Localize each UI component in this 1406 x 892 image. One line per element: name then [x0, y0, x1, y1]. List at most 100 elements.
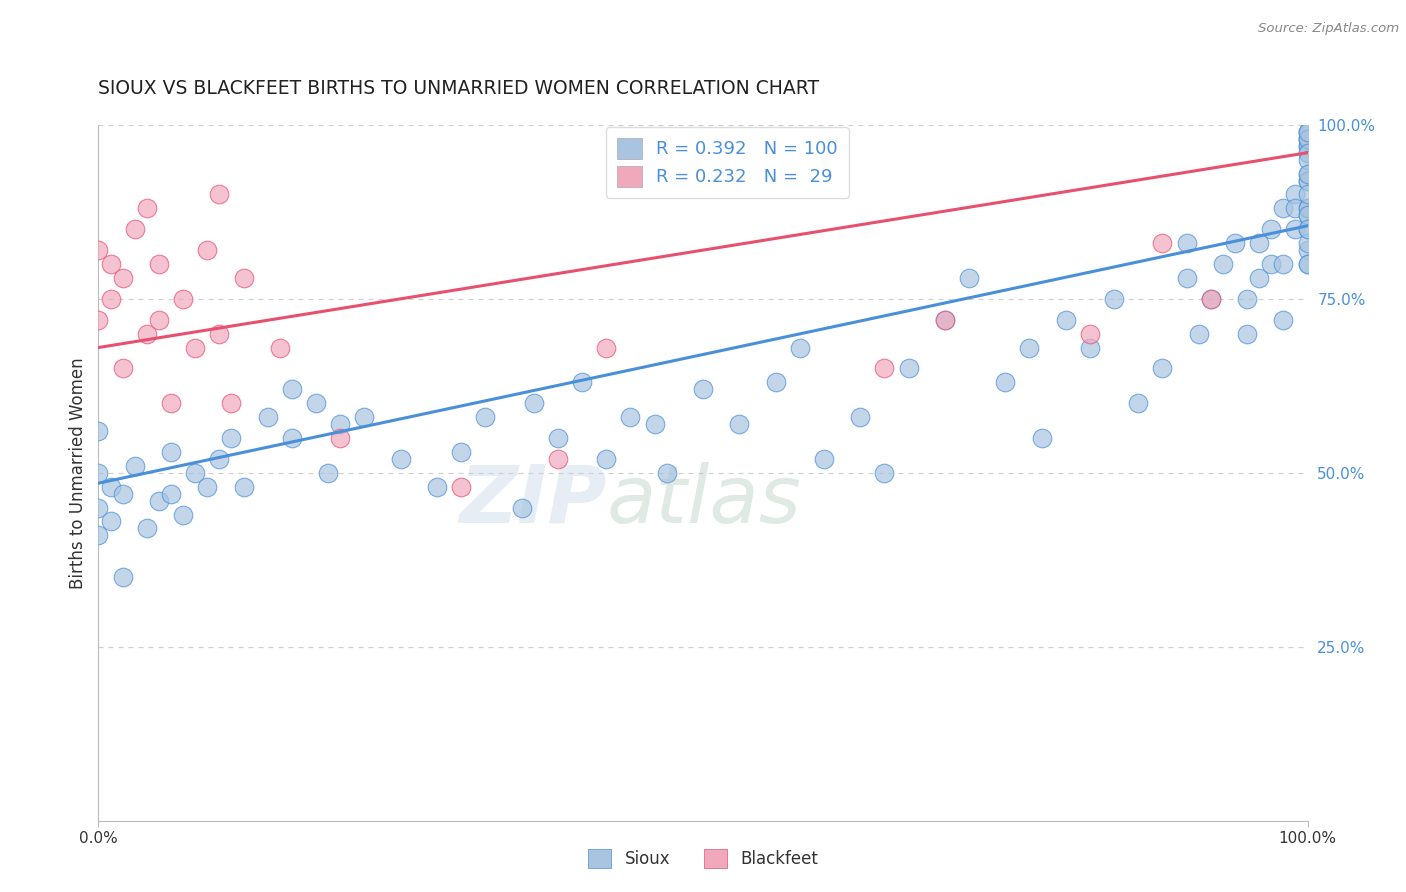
- Point: [208, 187, 231, 202]
- Point: [1296, 202, 1319, 216]
- Point: [1296, 173, 1319, 187]
- Point: [111, 361, 134, 376]
- Point: [1249, 271, 1271, 285]
- Point: [595, 451, 617, 466]
- Point: [1296, 125, 1319, 139]
- Text: SIOUX VS BLACKFEET BIRTHS TO UNMARRIED WOMEN CORRELATION CHART: SIOUX VS BLACKFEET BIRTHS TO UNMARRIED W…: [98, 79, 820, 98]
- Point: [547, 451, 569, 466]
- Point: [208, 451, 231, 466]
- Point: [232, 480, 254, 494]
- Point: [1054, 312, 1077, 326]
- Point: [135, 521, 157, 535]
- Point: [1272, 202, 1295, 216]
- Point: [1296, 257, 1319, 271]
- Point: [1078, 326, 1101, 341]
- Point: [1236, 326, 1258, 341]
- Point: [1188, 326, 1211, 341]
- Point: [329, 417, 352, 431]
- Point: [571, 376, 593, 390]
- Point: [957, 271, 980, 285]
- Point: [994, 376, 1017, 390]
- Point: [87, 528, 110, 542]
- Text: ZIP: ZIP: [458, 461, 606, 540]
- Legend: Sioux, Blackfeet: Sioux, Blackfeet: [581, 842, 825, 875]
- Point: [1296, 125, 1319, 139]
- Point: [100, 515, 122, 529]
- Point: [1018, 341, 1040, 355]
- Point: [111, 486, 134, 500]
- Point: [124, 222, 146, 236]
- Point: [1236, 292, 1258, 306]
- Point: [1296, 138, 1319, 153]
- Point: [305, 396, 328, 410]
- Point: [1152, 236, 1174, 251]
- Point: [1296, 187, 1319, 202]
- Point: [1296, 132, 1319, 146]
- Point: [595, 341, 617, 355]
- Point: [934, 312, 956, 326]
- Point: [1296, 208, 1319, 222]
- Point: [655, 466, 678, 480]
- Point: [1296, 257, 1319, 271]
- Point: [87, 312, 110, 326]
- Point: [135, 202, 157, 216]
- Y-axis label: Births to Unmarried Women: Births to Unmarried Women: [69, 357, 87, 589]
- Point: [1272, 312, 1295, 326]
- Point: [644, 417, 666, 431]
- Point: [1212, 257, 1234, 271]
- Point: [692, 382, 714, 396]
- Point: [1296, 138, 1319, 153]
- Point: [873, 361, 896, 376]
- Point: [148, 493, 170, 508]
- Point: [281, 431, 304, 445]
- Point: [1260, 222, 1282, 236]
- Point: [1031, 431, 1053, 445]
- Point: [510, 500, 533, 515]
- Point: [474, 410, 496, 425]
- Point: [389, 451, 412, 466]
- Point: [1296, 222, 1319, 236]
- Point: [1284, 222, 1306, 236]
- Point: [547, 431, 569, 445]
- Point: [256, 410, 278, 425]
- Point: [135, 326, 157, 341]
- Point: [160, 445, 183, 459]
- Point: [1296, 236, 1319, 251]
- Point: [172, 292, 194, 306]
- Point: [100, 292, 122, 306]
- Point: [765, 376, 787, 390]
- Point: [1296, 208, 1319, 222]
- Point: [111, 570, 134, 584]
- Point: [111, 271, 134, 285]
- Point: [1175, 236, 1198, 251]
- Point: [1272, 257, 1295, 271]
- Point: [1260, 257, 1282, 271]
- Point: [1296, 125, 1319, 139]
- Point: [1175, 271, 1198, 285]
- Point: [1296, 132, 1319, 146]
- Point: [195, 480, 218, 494]
- Point: [1223, 236, 1246, 251]
- Point: [160, 396, 183, 410]
- Point: [269, 341, 291, 355]
- Point: [934, 312, 956, 326]
- Point: [316, 466, 339, 480]
- Point: [184, 341, 207, 355]
- Point: [281, 382, 304, 396]
- Point: [329, 431, 352, 445]
- Point: [353, 410, 375, 425]
- Point: [1296, 173, 1319, 187]
- Point: [87, 500, 110, 515]
- Point: [160, 486, 183, 500]
- Point: [426, 480, 449, 494]
- Point: [87, 243, 110, 257]
- Point: [450, 480, 472, 494]
- Point: [1296, 145, 1319, 160]
- Point: [1284, 187, 1306, 202]
- Point: [897, 361, 920, 376]
- Point: [232, 271, 254, 285]
- Point: [172, 508, 194, 522]
- Point: [1296, 167, 1319, 181]
- Point: [1102, 292, 1125, 306]
- Point: [1296, 167, 1319, 181]
